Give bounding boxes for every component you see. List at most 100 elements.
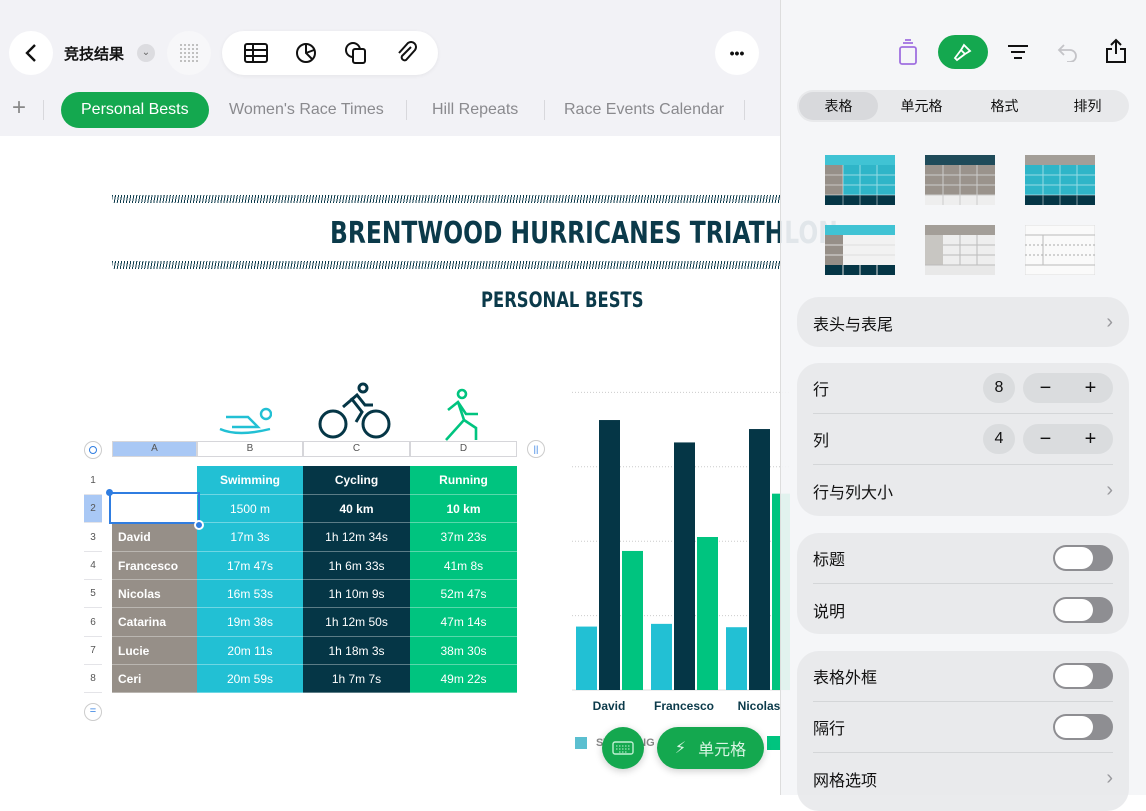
column-header-b[interactable]: B bbox=[197, 441, 303, 457]
row-column-size-row[interactable]: 行与列大小 › bbox=[813, 479, 1113, 502]
table-cell[interactable]: 52m 47s bbox=[410, 580, 517, 608]
bar[interactable] bbox=[726, 627, 747, 690]
table-cell[interactable]: Nicolas bbox=[112, 580, 197, 608]
rows-increment[interactable]: + bbox=[1084, 377, 1097, 399]
table-cell[interactable]: 10 km bbox=[410, 495, 517, 523]
table-style-1[interactable] bbox=[825, 155, 895, 205]
alternating-rows-toggle[interactable] bbox=[1053, 714, 1113, 740]
object-icon[interactable] bbox=[898, 38, 918, 66]
table-cell[interactable]: 1500 m bbox=[197, 495, 303, 523]
table-cell[interactable]: Francesco bbox=[112, 552, 197, 580]
table-cell[interactable] bbox=[112, 466, 197, 495]
shapes-icon[interactable] bbox=[344, 41, 368, 65]
bar[interactable] bbox=[697, 536, 718, 690]
column-header-a[interactable]: A bbox=[112, 441, 197, 457]
table-border-toggle[interactable] bbox=[1053, 663, 1113, 689]
caption-toggle[interactable] bbox=[1053, 596, 1113, 623]
selection-handle[interactable] bbox=[194, 520, 204, 530]
row-header[interactable]: 5 bbox=[84, 580, 102, 608]
row-header[interactable]: 8 bbox=[84, 665, 102, 693]
bar[interactable] bbox=[651, 623, 672, 690]
table-cell[interactable]: 1h 18m 3s bbox=[303, 637, 410, 665]
panel-tab-arrange[interactable]: 排列 bbox=[1073, 98, 1102, 114]
table-cell[interactable]: 17m 3s bbox=[197, 523, 303, 552]
table-cell[interactable]: 47m 14s bbox=[410, 608, 517, 637]
columns-increment[interactable]: + bbox=[1084, 428, 1097, 450]
table-cell[interactable]: 38m 30s bbox=[410, 637, 517, 665]
column-header-d[interactable]: D bbox=[410, 441, 517, 457]
add-sheet-icon[interactable]: + bbox=[12, 94, 27, 121]
row-header[interactable]: 7 bbox=[84, 637, 102, 665]
table-cell[interactable]: 1h 7m 7s bbox=[303, 665, 410, 693]
select-table-handle[interactable] bbox=[84, 441, 102, 459]
table-cell[interactable]: Running bbox=[410, 466, 517, 495]
bar[interactable] bbox=[576, 626, 597, 690]
share-icon[interactable] bbox=[1105, 38, 1127, 64]
table-style-6[interactable] bbox=[1025, 225, 1095, 275]
document-title[interactable]: 竞技结果 bbox=[64, 46, 125, 63]
title-toggle[interactable] bbox=[1053, 545, 1113, 571]
table-cell[interactable]: Catarina bbox=[112, 608, 197, 637]
bar[interactable] bbox=[622, 550, 643, 690]
table-cell[interactable]: 41m 8s bbox=[410, 552, 517, 580]
table-cell[interactable]: 1h 10m 9s bbox=[303, 580, 410, 608]
table-cell[interactable]: 20m 11s bbox=[197, 637, 303, 665]
panel-tab-table[interactable]: 表格 bbox=[799, 92, 878, 120]
panel-tab-format[interactable]: 格式 bbox=[990, 98, 1019, 114]
cell-action-button[interactable]: ⚡︎ 单元格 bbox=[657, 727, 764, 769]
sort-filter-icon[interactable] bbox=[1007, 44, 1029, 60]
cell-selection[interactable] bbox=[109, 492, 200, 524]
grid-options-row[interactable]: 网格选项 › bbox=[813, 767, 1113, 790]
columns-count[interactable]: 4 bbox=[983, 424, 1015, 454]
selection-handle[interactable] bbox=[106, 489, 113, 496]
more-button[interactable]: ••• bbox=[715, 31, 759, 75]
row-header[interactable]: 3 bbox=[84, 523, 102, 552]
table-cell[interactable]: Swimming bbox=[197, 466, 303, 495]
add-row-handle[interactable]: = bbox=[84, 703, 102, 721]
table-cell[interactable]: Cycling bbox=[303, 466, 410, 495]
table-cell[interactable]: 1h 12m 34s bbox=[303, 523, 410, 552]
columns-decrement[interactable]: − bbox=[1039, 428, 1052, 450]
sheet-tab-hill-repeats[interactable]: Hill Repeats bbox=[432, 101, 519, 118]
table-cell[interactable]: 16m 53s bbox=[197, 580, 303, 608]
table-cell[interactable]: 49m 22s bbox=[410, 665, 517, 693]
table-cell[interactable]: Ceri bbox=[112, 665, 197, 693]
rows-count[interactable]: 8 bbox=[983, 373, 1015, 403]
table-icon[interactable] bbox=[243, 43, 268, 63]
sheet-tab-womens-race-times[interactable]: Women's Race Times bbox=[229, 101, 384, 118]
bar[interactable] bbox=[674, 442, 695, 690]
table-cell[interactable]: 17m 47s bbox=[197, 552, 303, 580]
column-header-c[interactable]: C bbox=[303, 441, 410, 457]
table-cell[interactable]: Lucie bbox=[112, 637, 197, 665]
sheet-tab-personal-bests[interactable]: Personal Bests bbox=[61, 92, 209, 128]
table-style-4[interactable] bbox=[825, 225, 895, 275]
table-cell[interactable]: 1h 6m 33s bbox=[303, 552, 410, 580]
row-header[interactable]: 2 bbox=[84, 495, 102, 523]
grid-handle-icon[interactable] bbox=[167, 31, 211, 75]
undo-icon[interactable] bbox=[1057, 42, 1079, 62]
add-column-handle[interactable]: || bbox=[527, 440, 545, 458]
keyboard-button[interactable] bbox=[602, 727, 644, 769]
format-button[interactable] bbox=[938, 35, 988, 69]
row-header[interactable]: 6 bbox=[84, 608, 102, 637]
bar-chart[interactable]: DavidFrancescoNicolasCatarinaLucieCeri bbox=[560, 380, 790, 760]
table-style-2[interactable] bbox=[925, 155, 995, 205]
back-button[interactable] bbox=[9, 31, 53, 75]
bar[interactable] bbox=[749, 429, 770, 690]
table-cell[interactable]: 20m 59s bbox=[197, 665, 303, 693]
table-cell[interactable]: 40 km bbox=[303, 495, 410, 523]
chevron-down-icon[interactable]: ⌄ bbox=[137, 44, 155, 62]
row-header[interactable]: 4 bbox=[84, 552, 102, 580]
chart-icon[interactable] bbox=[295, 42, 317, 64]
paperclip-icon[interactable] bbox=[395, 41, 417, 65]
table-style-5[interactable] bbox=[925, 225, 995, 275]
table-cell[interactable]: 37m 23s bbox=[410, 523, 517, 552]
bar[interactable] bbox=[599, 420, 620, 690]
rows-decrement[interactable]: − bbox=[1039, 377, 1052, 399]
table-style-3[interactable] bbox=[1025, 155, 1095, 205]
panel-tab-cell[interactable]: 单元格 bbox=[900, 98, 943, 114]
table-cell[interactable]: David bbox=[112, 523, 197, 552]
table-cell[interactable]: 19m 38s bbox=[197, 608, 303, 637]
table-cell[interactable]: 1h 12m 50s bbox=[303, 608, 410, 637]
headers-footers-row[interactable]: 表头与表尾 › bbox=[813, 311, 1113, 334]
